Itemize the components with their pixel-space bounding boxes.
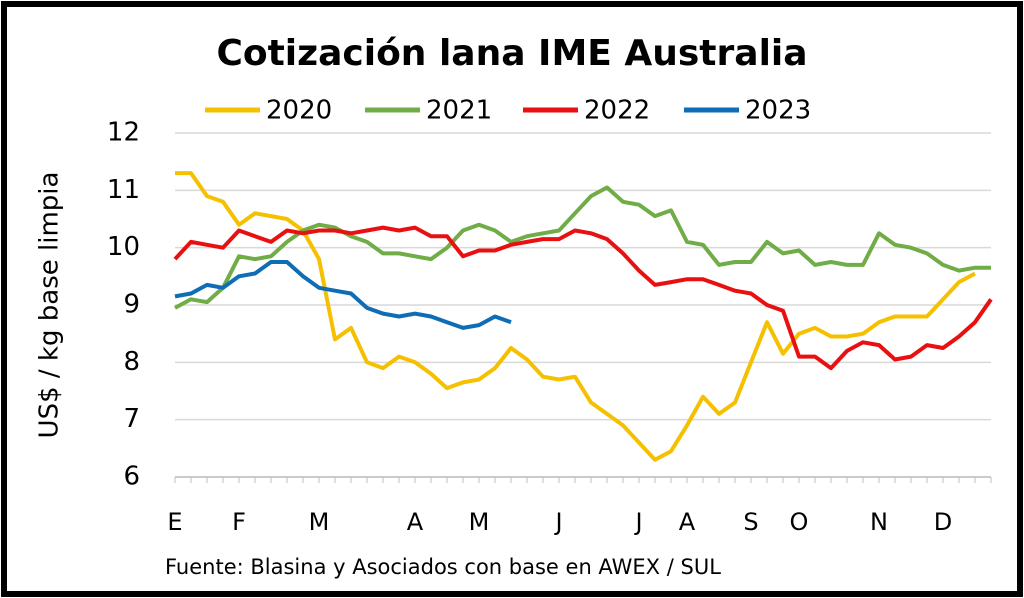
source-note: Fuente: Blasina y Asociados con base en …: [165, 555, 721, 579]
x-tick-label: O: [790, 508, 809, 536]
x-tick-label: J: [633, 508, 642, 536]
x-tick-label: E: [167, 508, 182, 536]
series-line: [174, 260, 512, 330]
x-tick-label: M: [469, 508, 490, 536]
x-tick-label: A: [679, 508, 696, 536]
series-line: [175, 171, 976, 462]
y-tick-label: 12: [107, 118, 140, 148]
y-tick-label: 11: [107, 175, 140, 205]
series-line: [173, 225, 993, 371]
legend-label: 2021: [426, 96, 492, 126]
x-tick-label: A: [407, 508, 424, 536]
x-tick-label: S: [743, 508, 758, 536]
x-tick-label: N: [870, 508, 888, 536]
y-tick-label: 9: [123, 290, 140, 320]
y-tick-label: 10: [107, 232, 140, 262]
chart-title: Cotización lana IME Australia: [216, 33, 807, 74]
y-tick-label: 6: [123, 462, 140, 492]
legend-label: 2022: [584, 96, 650, 126]
x-tick-label: J: [553, 508, 562, 536]
series-line: [174, 185, 991, 310]
x-tick-label: D: [934, 508, 952, 536]
x-tick-label: M: [309, 508, 330, 536]
legend-label: 2023: [745, 96, 811, 126]
y-tick-label: 8: [123, 347, 140, 377]
y-axis-label: US$ / kg base limpia: [35, 172, 65, 439]
y-tick-label: 7: [123, 404, 140, 434]
x-tick-label: F: [232, 508, 246, 536]
legend-label: 2020: [266, 96, 332, 126]
